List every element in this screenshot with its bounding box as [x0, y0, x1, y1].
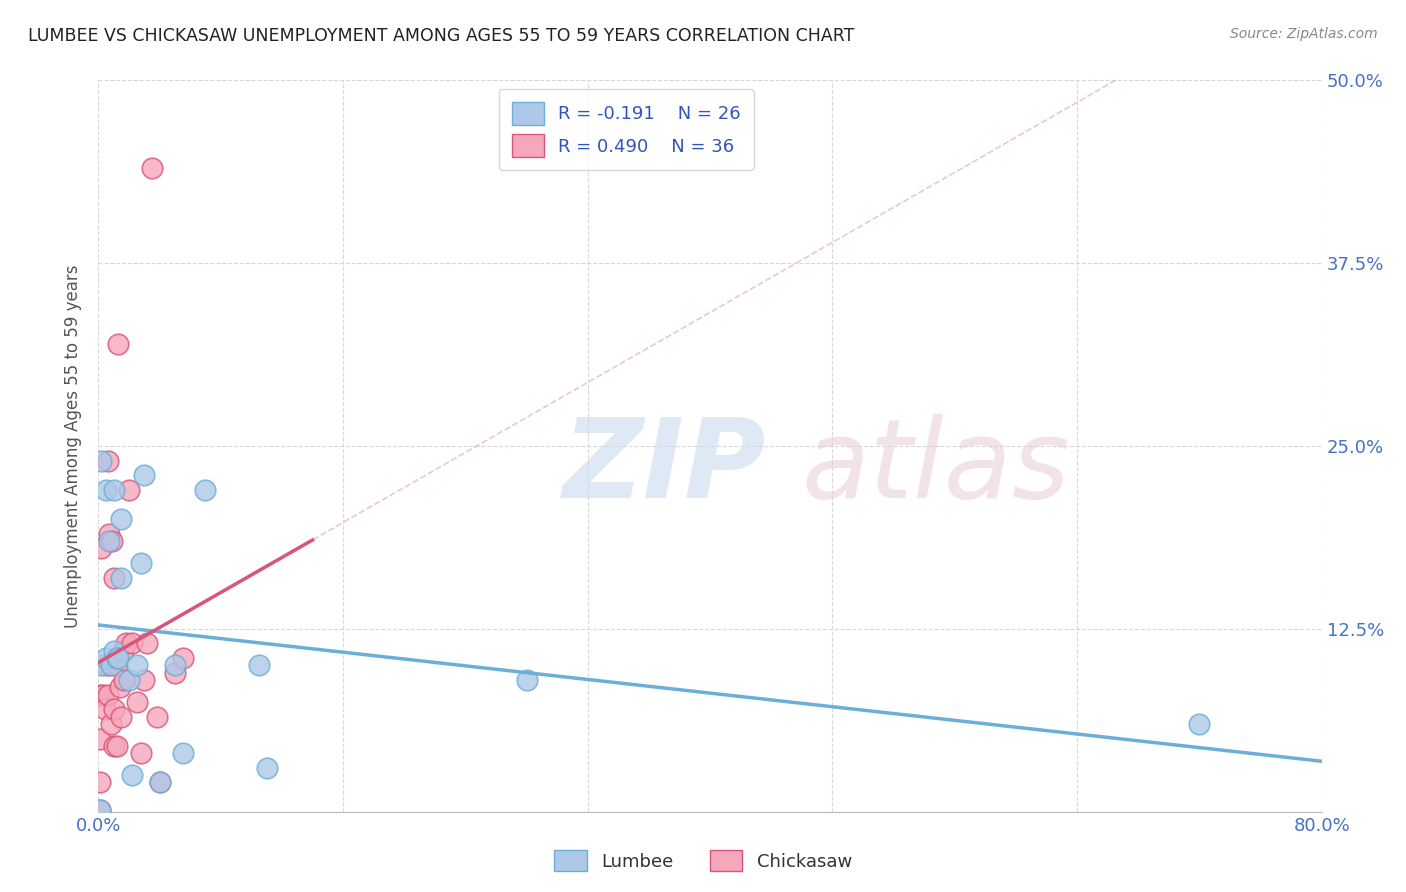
- Point: [105, 739, 128, 753]
- Point: [125, 695, 148, 709]
- Point: [110, 512, 132, 526]
- Point: [94, 651, 117, 665]
- Point: [100, 717, 122, 731]
- Point: [111, 644, 134, 658]
- Point: [100, 658, 122, 673]
- Point: [97, 453, 120, 467]
- Point: [107, 651, 129, 665]
- Text: LUMBEE VS CHICKASAW UNEMPLOYMENT AMONG AGES 55 TO 59 YEARS CORRELATION CHART: LUMBEE VS CHICKASAW UNEMPLOYMENT AMONG A…: [28, 27, 855, 45]
- Point: [145, 709, 167, 723]
- Text: atlas: atlas: [801, 415, 1070, 522]
- Point: [141, 161, 163, 175]
- Point: [149, 775, 172, 789]
- Point: [136, 636, 159, 650]
- Point: [108, 681, 131, 695]
- Point: [103, 483, 125, 497]
- Point: [149, 775, 172, 789]
- Point: [112, 673, 135, 687]
- Point: [89, 803, 111, 817]
- Point: [256, 761, 278, 775]
- Point: [129, 556, 152, 570]
- Point: [98, 534, 121, 549]
- Point: [103, 644, 125, 658]
- Point: [101, 534, 124, 549]
- Point: [129, 746, 152, 760]
- Point: [121, 636, 143, 650]
- Point: [103, 702, 125, 716]
- Point: [163, 658, 186, 673]
- Point: [90, 541, 112, 556]
- Point: [105, 658, 128, 673]
- Point: [89, 688, 111, 702]
- Point: [90, 658, 112, 673]
- Text: ZIP: ZIP: [564, 415, 766, 522]
- Point: [118, 483, 141, 497]
- Point: [125, 658, 148, 673]
- Point: [1188, 717, 1211, 731]
- Text: Source: ZipAtlas.com: Source: ZipAtlas.com: [1230, 27, 1378, 41]
- Point: [91, 688, 114, 702]
- Point: [172, 651, 194, 665]
- Point: [163, 665, 186, 680]
- Point: [98, 526, 121, 541]
- Point: [94, 658, 117, 673]
- Point: [89, 731, 111, 746]
- Point: [105, 651, 128, 665]
- Point: [89, 775, 111, 789]
- Y-axis label: Unemployment Among Ages 55 to 59 years: Unemployment Among Ages 55 to 59 years: [65, 264, 83, 628]
- Point: [194, 483, 217, 497]
- Point: [110, 709, 132, 723]
- Point: [121, 768, 143, 782]
- Point: [103, 571, 125, 585]
- Point: [516, 673, 538, 687]
- Point: [115, 636, 138, 650]
- Point: [93, 702, 115, 716]
- Point: [94, 483, 117, 497]
- Point: [118, 673, 141, 687]
- Point: [103, 739, 125, 753]
- Point: [110, 571, 132, 585]
- Point: [134, 468, 156, 483]
- Point: [97, 688, 120, 702]
- Point: [172, 746, 194, 760]
- Point: [134, 673, 156, 687]
- Legend: R = -0.191    N = 26, R = 0.490    N = 36: R = -0.191 N = 26, R = 0.490 N = 36: [499, 89, 754, 170]
- Point: [100, 658, 122, 673]
- Point: [247, 658, 270, 673]
- Point: [107, 336, 129, 351]
- Legend: Lumbee, Chickasaw: Lumbee, Chickasaw: [547, 843, 859, 879]
- Point: [90, 453, 112, 467]
- Point: [89, 803, 111, 817]
